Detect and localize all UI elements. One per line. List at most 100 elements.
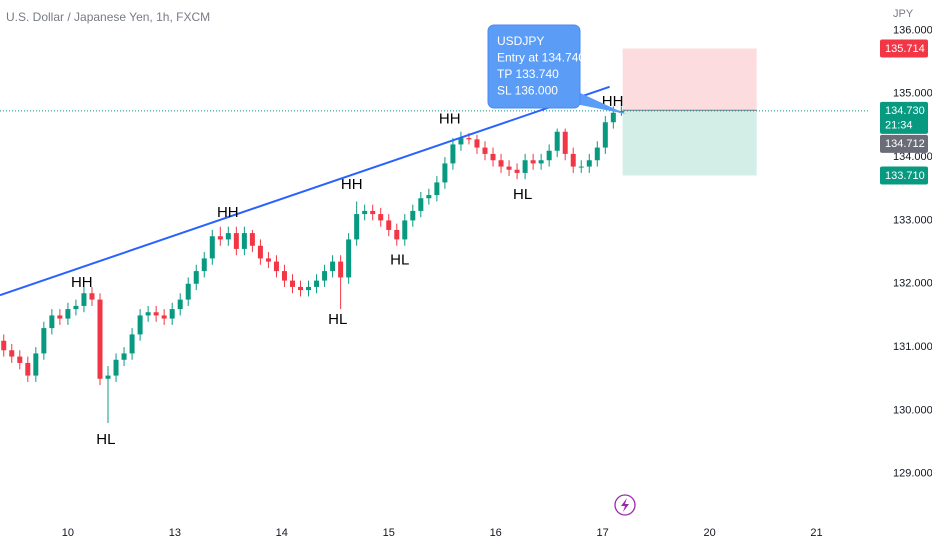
candle-body [81, 293, 87, 306]
callout-text: Entry at 134.740 [497, 51, 585, 65]
candle-body [594, 147, 600, 161]
pattern-label: HL [513, 186, 532, 203]
plot-layer [0, 85, 624, 424]
price-label-time: 21:34 [885, 120, 913, 132]
candle-body [33, 353, 39, 376]
candle-body [410, 210, 416, 221]
candle-body [257, 245, 263, 259]
callout-box [487, 24, 581, 109]
candle-body [514, 169, 520, 173]
price-label-box [880, 166, 928, 185]
candle-body [209, 236, 215, 259]
candle-body [370, 210, 376, 215]
candle-body [153, 312, 159, 316]
price-label: 133.710 [885, 170, 925, 182]
candle-body [546, 150, 552, 161]
candle-body [458, 138, 464, 145]
candle-body [65, 309, 71, 319]
x-tick-label: 16 [490, 527, 502, 539]
candle-body [97, 299, 103, 379]
price-label-box [880, 134, 928, 153]
candle-body [530, 160, 536, 164]
candle-body [105, 375, 111, 379]
target-zone [622, 110, 757, 176]
price-label: 135.714 [885, 43, 925, 55]
candle-body [281, 271, 287, 281]
candle-body [25, 362, 31, 376]
candle-body [193, 271, 199, 284]
pattern-label: HL [390, 251, 409, 268]
candle-body [474, 139, 480, 148]
candle-body [554, 131, 560, 151]
price-label-box [880, 39, 928, 58]
candle-body [9, 350, 15, 357]
candle-body [289, 280, 295, 287]
candle-body [201, 258, 207, 272]
y-tick-label: 131.000 [893, 341, 932, 353]
candle-body [570, 153, 576, 167]
candle-body [225, 233, 231, 240]
y-tick-label: 133.000 [893, 214, 932, 226]
candle-body [610, 112, 616, 123]
candle-body [49, 315, 55, 329]
candle-body [113, 359, 119, 376]
candle-body [434, 182, 440, 196]
price-label-box [880, 101, 928, 134]
y-tick-label: 129.000 [893, 468, 932, 480]
candle-body [386, 220, 392, 230]
candle-body [137, 315, 143, 335]
candle-body [490, 153, 496, 161]
y-tick-label: 136.000 [893, 24, 932, 36]
candle-body [394, 229, 400, 240]
candle-body [177, 299, 183, 310]
candle-body [346, 239, 352, 278]
x-tick-label: 13 [169, 527, 181, 539]
candle-body [498, 160, 504, 167]
candle-body [41, 328, 47, 354]
candle-body [450, 144, 456, 164]
candle-body [522, 160, 528, 173]
pattern-label: HH [217, 204, 239, 221]
candle-body [233, 233, 239, 249]
candle-body [586, 160, 592, 167]
y-tick-label: 134.000 [893, 151, 932, 163]
price-label: 134.712 [885, 138, 925, 150]
candle-body [169, 309, 175, 319]
candle-body [89, 293, 95, 300]
currency: JPY [893, 8, 914, 20]
candle-body [273, 261, 279, 272]
price-label: 134.730 [885, 105, 925, 117]
candle-body [1, 340, 7, 351]
candle-body [426, 195, 432, 199]
candle-body [121, 353, 127, 360]
callout-text: TP 133.740 [497, 67, 559, 81]
pattern-label: HL [328, 311, 347, 328]
candle-body [57, 315, 63, 319]
pattern-label: HH [71, 274, 93, 291]
trendline [0, 85, 610, 297]
x-tick-label: 10 [62, 527, 74, 539]
candle-body [402, 220, 408, 240]
candle-body [249, 233, 255, 246]
candle-body [217, 236, 223, 240]
x-tick-label: 15 [383, 527, 395, 539]
x-tick-label: 20 [703, 527, 715, 539]
candle-body [145, 312, 151, 316]
candle-body [73, 305, 79, 310]
y-tick-label: 135.000 [893, 88, 932, 100]
pattern-label: HL [96, 431, 115, 448]
candle-body [322, 271, 328, 281]
candle-body [314, 280, 320, 287]
candle-body [562, 131, 568, 154]
candle-body [354, 214, 360, 240]
chart-title: U.S. Dollar / Japanese Yen, 1h, FXCM [6, 10, 210, 24]
candle-body [161, 315, 167, 319]
y-tick-label: 132.000 [893, 278, 932, 290]
candle-body [185, 283, 191, 300]
pattern-label: HH [439, 111, 461, 128]
candle-body [442, 163, 448, 183]
candle-body [506, 166, 512, 170]
candle-body [306, 286, 312, 291]
